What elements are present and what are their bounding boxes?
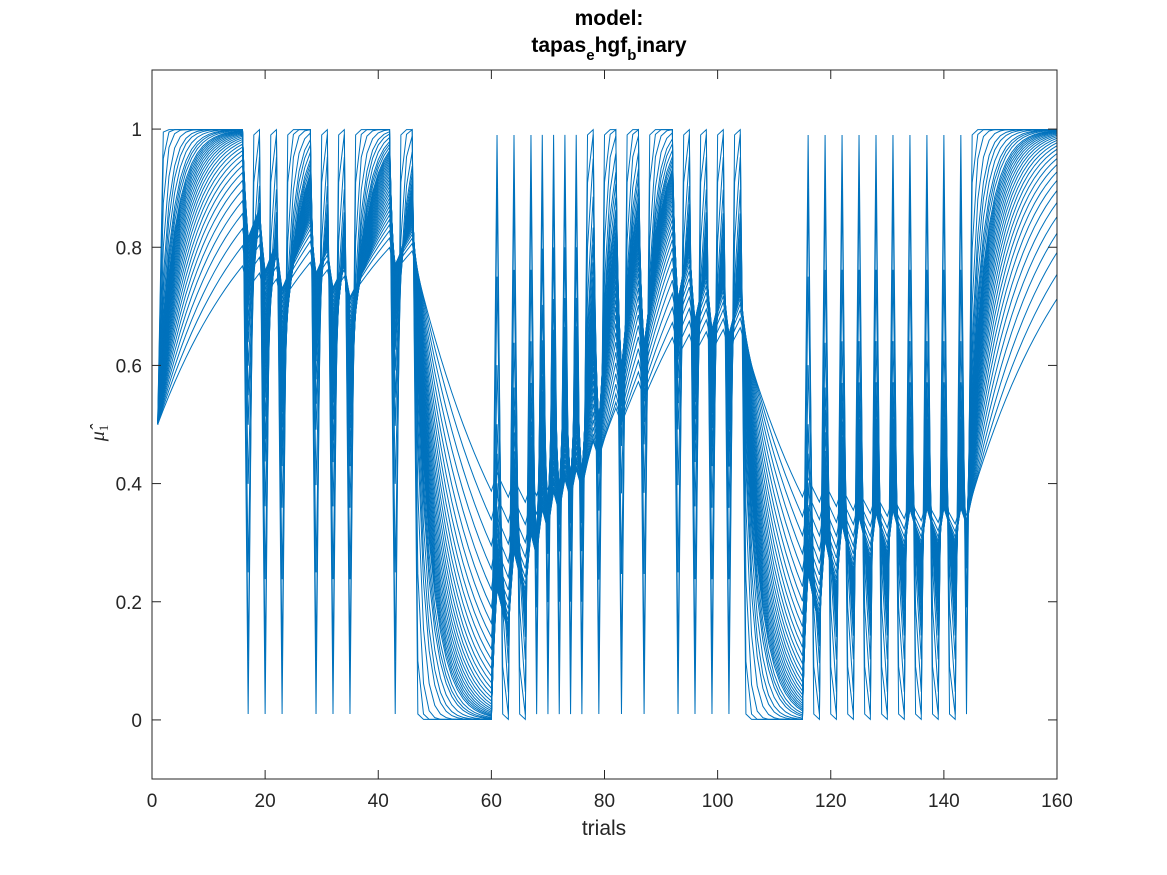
series-line-sim-36 [157, 128, 1057, 721]
y-tick-label: 0 [131, 711, 142, 732]
chart-title-part-4: b [627, 47, 636, 64]
y-tick-label: 0.4 [116, 475, 143, 496]
x-tick-label: 140 [928, 791, 960, 812]
chart-title-part-5: inary [636, 34, 687, 57]
x-axis-label: trials [582, 817, 626, 840]
x-axis: 0 20 40 60 80 100 120 140 160 [147, 70, 1073, 812]
chart-title-part-1: tapas [531, 34, 586, 57]
series-group [157, 128, 1058, 721]
chart-title-part-2: e [586, 47, 594, 64]
x-tick-label: 20 [255, 791, 276, 812]
chart-title-part-3: hgf [595, 34, 629, 57]
chart-title-line1: model: [575, 7, 644, 30]
y-tick-label: 0.2 [116, 593, 142, 614]
chart-title-line2: tapasehgfbinary [531, 34, 687, 64]
y-tick-label: 0.6 [116, 356, 142, 377]
y-axis-label-subscript: 1 [96, 425, 111, 432]
x-tick-label: 80 [594, 791, 615, 812]
y-axis-label: μ̂1 [87, 423, 111, 442]
svg-text:μ̂1: μ̂1 [87, 423, 111, 442]
x-tick-label: 60 [481, 791, 502, 812]
y-tick-label: 0.8 [116, 238, 142, 259]
x-tick-label: 40 [368, 791, 389, 812]
x-tick-label: 160 [1041, 791, 1073, 812]
y-tick-label: 1 [131, 120, 142, 141]
x-tick-label: 100 [702, 791, 734, 812]
x-tick-label: 120 [815, 791, 847, 812]
x-tick-label: 0 [147, 791, 158, 812]
y-axis: 0 0.2 0.4 0.6 0.8 1 [116, 120, 1057, 732]
